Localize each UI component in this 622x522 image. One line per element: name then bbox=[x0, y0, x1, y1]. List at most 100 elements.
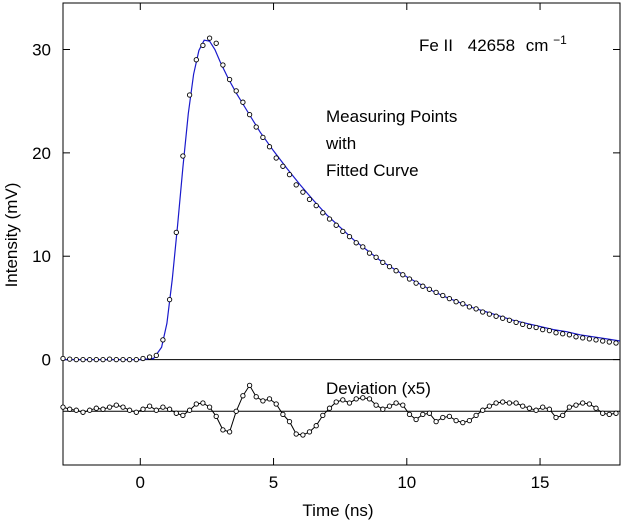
data-point bbox=[486, 311, 493, 317]
data-point bbox=[446, 295, 453, 302]
data-point bbox=[153, 352, 159, 359]
data-point bbox=[93, 356, 99, 363]
deviation-point bbox=[466, 417, 473, 424]
deviation-point bbox=[193, 401, 199, 407]
deviation-point bbox=[560, 412, 566, 419]
deviation-point bbox=[200, 400, 206, 406]
deviation-point bbox=[120, 404, 126, 410]
deviation-point bbox=[280, 411, 286, 418]
deviation-point bbox=[293, 431, 299, 437]
data-point bbox=[360, 244, 366, 250]
data-point bbox=[593, 337, 599, 343]
data-point bbox=[406, 276, 413, 282]
data-point bbox=[266, 144, 273, 150]
deviation-point bbox=[580, 400, 586, 406]
deviation-point bbox=[553, 414, 559, 421]
data-point bbox=[493, 313, 499, 319]
deviation-point bbox=[173, 410, 179, 416]
data-point bbox=[320, 210, 326, 216]
data-point bbox=[353, 240, 359, 246]
data-point bbox=[473, 306, 479, 312]
data-point bbox=[500, 315, 506, 321]
deviation-point bbox=[600, 410, 606, 416]
deviation-point bbox=[186, 407, 193, 413]
deviation-point bbox=[260, 398, 266, 404]
deviation-point bbox=[426, 410, 433, 416]
data-point bbox=[540, 326, 546, 333]
deviation-point bbox=[440, 414, 446, 421]
deviation-points bbox=[60, 382, 619, 438]
data-point bbox=[67, 356, 73, 362]
data-point bbox=[613, 340, 619, 346]
data-point bbox=[586, 336, 593, 342]
data-point bbox=[346, 233, 353, 240]
deviation-point bbox=[180, 412, 186, 419]
data-point bbox=[326, 216, 333, 222]
data-point bbox=[600, 338, 606, 344]
deviation-point bbox=[420, 411, 426, 418]
data-point bbox=[100, 356, 106, 363]
data-point bbox=[453, 299, 459, 305]
deviation-point bbox=[273, 401, 279, 407]
deviation-point bbox=[153, 407, 159, 413]
deviation-point bbox=[546, 406, 553, 412]
deviation-point bbox=[93, 405, 99, 411]
deviation-point bbox=[500, 399, 506, 405]
data-point bbox=[87, 356, 93, 363]
deviation-point bbox=[126, 407, 133, 413]
x-axis-title: Time (ns) bbox=[302, 501, 373, 520]
deviation-point bbox=[306, 429, 313, 435]
deviation-point bbox=[80, 409, 86, 415]
data-point bbox=[400, 272, 406, 278]
deviation-point bbox=[106, 404, 113, 410]
deviation-point bbox=[366, 396, 373, 402]
data-point bbox=[233, 88, 239, 94]
fitted-curve bbox=[63, 39, 621, 361]
data-point bbox=[386, 263, 393, 270]
data-point bbox=[306, 196, 313, 203]
deviation-point bbox=[493, 400, 499, 406]
deviation-point bbox=[413, 416, 419, 423]
deviation-point bbox=[333, 399, 339, 405]
x-tick-label: 5 bbox=[269, 473, 278, 492]
deviation-point bbox=[326, 405, 333, 411]
species-label: Fe II 42658 cm −1 bbox=[419, 33, 567, 55]
legend-line-2: with bbox=[325, 134, 356, 153]
y-tick-label: 20 bbox=[32, 144, 51, 163]
deviation-point bbox=[540, 404, 546, 410]
data-point bbox=[120, 356, 126, 363]
deviation-point bbox=[346, 400, 353, 406]
data-point bbox=[433, 289, 439, 296]
data-point bbox=[286, 171, 293, 178]
data-point bbox=[166, 296, 173, 303]
deviation-point bbox=[406, 411, 413, 418]
deviation-point bbox=[513, 400, 519, 406]
deviation-point bbox=[240, 393, 246, 399]
data-point bbox=[146, 354, 153, 360]
data-point bbox=[506, 317, 513, 323]
deviation-point bbox=[340, 397, 346, 403]
data-point bbox=[333, 222, 339, 228]
plot-frame bbox=[62, 2, 621, 466]
data-point bbox=[73, 356, 79, 363]
data-point bbox=[440, 292, 446, 299]
deviation-point bbox=[206, 404, 213, 410]
data-point bbox=[466, 304, 473, 310]
data-point bbox=[273, 155, 279, 161]
x-axis-ticks: 0 5 10 15 bbox=[136, 3, 550, 492]
deviation-point bbox=[380, 406, 386, 412]
data-point bbox=[513, 319, 519, 326]
data-point bbox=[520, 321, 526, 328]
deviation-point bbox=[113, 402, 119, 408]
data-point bbox=[526, 323, 533, 330]
data-point bbox=[580, 335, 586, 341]
y-tick-label: 0 bbox=[42, 351, 51, 370]
data-point bbox=[373, 254, 379, 260]
y-axis-ticks: 0 10 20 30 bbox=[32, 41, 620, 370]
deviation-point bbox=[573, 402, 579, 408]
data-point bbox=[280, 163, 286, 169]
data-point bbox=[213, 40, 219, 46]
data-point bbox=[106, 356, 113, 362]
deviation-point bbox=[486, 403, 493, 409]
